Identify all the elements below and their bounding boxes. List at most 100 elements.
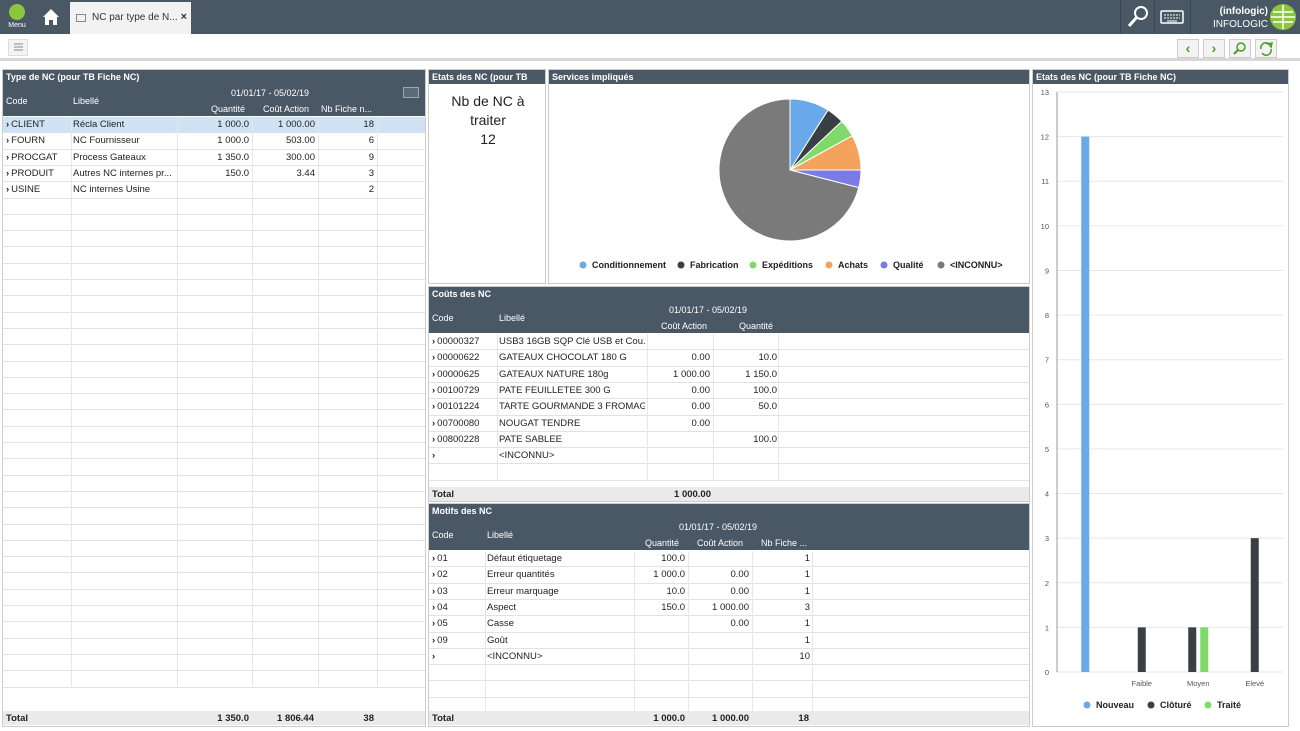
table-row[interactable]: › 00000622 GATEAUX CHOCOLAT 180 G 0.00 10.0 bbox=[429, 350, 1029, 366]
menu-button[interactable]: Menu bbox=[0, 0, 34, 34]
table-row[interactable]: › 00000327 USB3 16GB SQP Clé USB et Cou... bbox=[429, 334, 1029, 350]
search-button[interactable] bbox=[1120, 0, 1154, 34]
table-row[interactable]: › FOURN NC Fournisseur 1 000.0 503.00 6 bbox=[3, 133, 425, 149]
bar-Clôturé[interactable] bbox=[1188, 627, 1197, 672]
table-row[interactable]: › 00100729 PATE FEUILLETEE 300 G 0.00 100.0 bbox=[429, 383, 1029, 399]
expand-chevron-icon[interactable]: › bbox=[432, 634, 436, 646]
col-nb-fiche[interactable]: Nb Fiche ... bbox=[761, 538, 808, 548]
table-row[interactable]: › 00700080 NOUGAT TENDRE 0.00 bbox=[429, 416, 1029, 432]
bar-Traité[interactable] bbox=[1200, 627, 1209, 672]
expand-chevron-icon[interactable]: › bbox=[6, 135, 10, 147]
expand-chevron-icon[interactable]: › bbox=[432, 601, 436, 613]
col-quantite[interactable]: Quantité bbox=[645, 538, 680, 548]
cell-libelle: GATEAUX CHOCOLAT 180 G bbox=[499, 352, 627, 364]
col-quantite[interactable]: Quantité bbox=[739, 321, 774, 331]
col-cout-action[interactable]: Coût Action bbox=[263, 104, 310, 114]
col-libelle[interactable]: Libellé bbox=[487, 530, 514, 540]
bar-Nouveau[interactable] bbox=[1081, 136, 1090, 673]
table-row[interactable]: › 09 Goût 1 bbox=[429, 633, 1029, 649]
row-divider bbox=[3, 458, 425, 460]
expand-chevron-icon[interactable]: › bbox=[432, 585, 436, 597]
expand-chevron-icon[interactable]: › bbox=[432, 433, 436, 445]
expand-chevron-icon[interactable]: › bbox=[432, 569, 436, 581]
cell-code-text: FOURN bbox=[11, 135, 45, 147]
table-row[interactable]: › <INCONNU> bbox=[429, 448, 1029, 464]
table-row[interactable]: › 03 Erreur marquage 10.0 0.00 1 bbox=[429, 584, 1029, 600]
panel-title: Coûts des NC bbox=[429, 287, 1029, 301]
table-row[interactable]: › PRODUIT Autres NC internes pr... 150.0 3.4… bbox=[3, 166, 425, 182]
expand-chevron-icon[interactable]: › bbox=[432, 401, 436, 413]
motifs-panel: Motifs des NC Code Libellé 01/01/17 - 05… bbox=[428, 503, 1030, 727]
table-row[interactable]: › USINE NC internes Usine 2 bbox=[3, 182, 425, 198]
column-divider bbox=[688, 551, 689, 714]
expand-chevron-icon[interactable]: › bbox=[6, 167, 10, 179]
row-divider bbox=[3, 181, 425, 183]
previous-button[interactable]: ‹ bbox=[1177, 39, 1199, 58]
cell-cout: 0.00 bbox=[730, 618, 750, 630]
couts-panel: Coûts des NC Code Libellé 01/01/17 - 05/… bbox=[428, 286, 1030, 502]
table-row[interactable]: › PROCGAT Process Gateaux 1 350.0 300.00 9 bbox=[3, 150, 425, 166]
col-libelle[interactable]: Libellé bbox=[499, 313, 526, 323]
grid-header: Code Libellé 01/01/17 - 05/02/19 Quantit… bbox=[429, 518, 1029, 550]
expand-chevron-icon[interactable]: › bbox=[432, 618, 436, 630]
col-quantite[interactable]: Quantité bbox=[211, 104, 246, 114]
column-divider bbox=[318, 117, 319, 688]
expand-chevron-icon[interactable]: › bbox=[432, 650, 436, 662]
col-cout-action[interactable]: Coût Action bbox=[661, 321, 708, 331]
expand-chevron-icon[interactable]: › bbox=[432, 417, 436, 429]
table-row[interactable]: › 02 Erreur quantités 1 000.0 0.00 1 bbox=[429, 567, 1029, 583]
cell-nb: 1 bbox=[804, 618, 810, 630]
cell-nb: 3 bbox=[804, 601, 810, 613]
list-button[interactable] bbox=[8, 39, 28, 56]
table-row[interactable]: › 05 Casse 0.00 1 bbox=[429, 616, 1029, 632]
table-row[interactable]: › 00101224 TARTE GOURMANDE 3 FROMAG... 0.00… bbox=[429, 399, 1029, 415]
col-code[interactable]: Code bbox=[432, 313, 454, 323]
cell-code-text: PRODUIT bbox=[11, 167, 54, 179]
expand-chevron-icon[interactable]: › bbox=[432, 352, 436, 364]
col-cout-action[interactable]: Coût Action bbox=[697, 538, 744, 548]
cell-quantite: 1 350.0 bbox=[217, 151, 249, 163]
table-row[interactable]: › 04 Aspect 150.0 1 000.00 3 bbox=[429, 600, 1029, 616]
zoom-icon bbox=[1233, 42, 1246, 55]
bar-Clôturé[interactable] bbox=[1250, 538, 1259, 672]
col-nb-fiche[interactable]: Nb Fiche n... bbox=[321, 104, 373, 114]
table-row[interactable]: › 00800228 PATE SABLEE 100.0 bbox=[429, 432, 1029, 448]
cell-code: › 00000327 bbox=[432, 336, 496, 347]
expand-chevron-icon[interactable]: › bbox=[432, 368, 436, 380]
expand-chevron-icon[interactable]: › bbox=[432, 450, 436, 462]
table-row[interactable]: › 01 Défaut étiquetage 100.0 1 bbox=[429, 551, 1029, 567]
col-code[interactable]: Code bbox=[6, 96, 28, 106]
table-row[interactable]: › 00000625 GATEAUX NATURE 180g 1 000.00 1 15… bbox=[429, 367, 1029, 383]
legend-label: Traité bbox=[1217, 700, 1241, 710]
bar-Clôturé[interactable] bbox=[1137, 627, 1146, 672]
search-icon bbox=[1127, 6, 1148, 27]
col-period: 01/01/17 - 05/02/19 bbox=[679, 522, 758, 532]
pie-slice[interactable] bbox=[718, 98, 860, 242]
expand-chevron-icon[interactable]: › bbox=[432, 553, 436, 564]
chevron-right-icon: › bbox=[1211, 40, 1217, 56]
zoom-button[interactable] bbox=[1229, 39, 1251, 58]
expand-chevron-icon[interactable]: › bbox=[6, 184, 10, 196]
next-button[interactable]: › bbox=[1203, 39, 1225, 58]
col-libelle[interactable]: Libellé bbox=[73, 96, 100, 106]
refresh-button[interactable] bbox=[1255, 39, 1277, 58]
expand-chevron-icon[interactable]: › bbox=[432, 336, 436, 347]
expand-chevron-icon[interactable]: › bbox=[6, 119, 10, 130]
cell-libelle: USB3 16GB SQP Clé USB et Cou... bbox=[499, 336, 645, 347]
user-menu[interactable]: (infologic) INFOLOGIC bbox=[1190, 0, 1300, 34]
tab-nc-par-type[interactable]: NC par type de N... × bbox=[70, 0, 191, 34]
expand-chevron-icon[interactable]: › bbox=[6, 151, 10, 163]
cell-libelle: Casse bbox=[487, 618, 514, 630]
home-button[interactable] bbox=[36, 5, 66, 29]
keyboard-button[interactable] bbox=[1154, 0, 1188, 34]
etats-kpi-panel: Etats des NC (pour TB Nb de NC à traiter… bbox=[428, 69, 546, 284]
expand-chevron-icon[interactable]: › bbox=[432, 384, 436, 396]
col-code[interactable]: Code bbox=[432, 530, 454, 540]
table-row[interactable]: › CLIENT Récla Client 1 000.0 1 000.00 18 bbox=[3, 117, 425, 134]
row-divider bbox=[3, 213, 425, 215]
y-tick-label: 11 bbox=[1041, 177, 1049, 186]
table-row[interactable]: › <INCONNU> 10 bbox=[429, 649, 1029, 665]
close-icon[interactable]: × bbox=[180, 11, 187, 23]
export-icon[interactable] bbox=[403, 87, 419, 98]
home-icon bbox=[43, 9, 59, 25]
